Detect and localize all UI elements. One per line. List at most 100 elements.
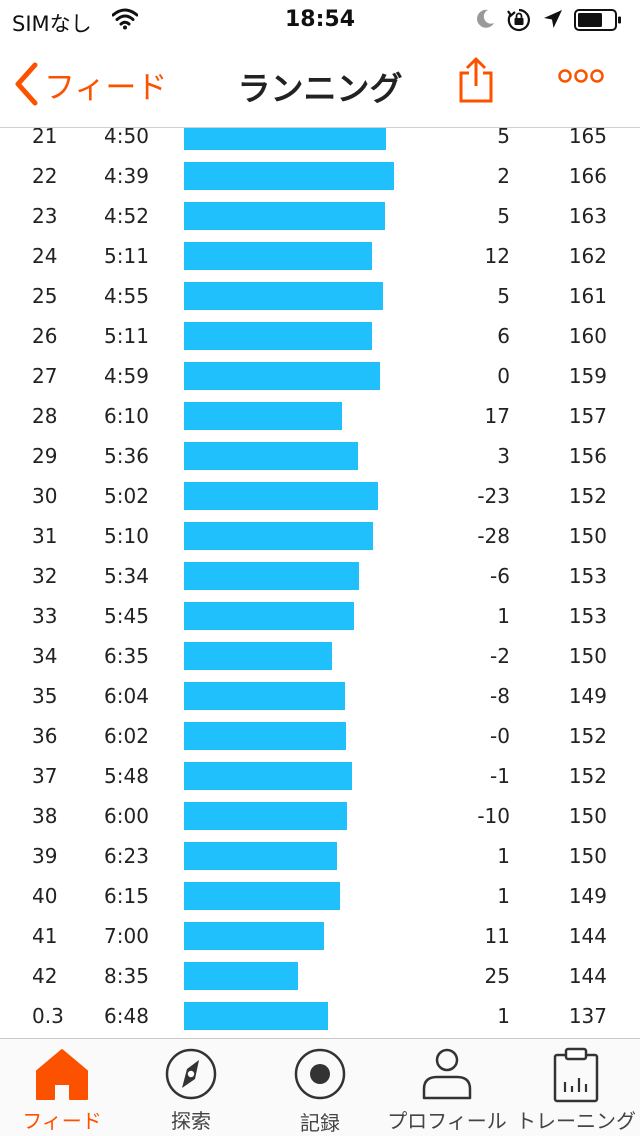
split-row: 29 5:36 3 156	[0, 436, 640, 476]
split-pace-bar	[184, 128, 386, 150]
split-heart-rate: 149	[568, 684, 607, 708]
tab-feed-label: フィード	[22, 1109, 102, 1133]
split-row: 24 5:11 12 162	[0, 236, 640, 276]
split-km: 31	[32, 524, 58, 548]
split-pace: 5:34	[104, 564, 149, 588]
split-row: 34 6:35 -2 150	[0, 636, 640, 676]
split-km: 37	[32, 764, 58, 788]
split-km: 23	[32, 204, 58, 228]
split-elevation: -8	[490, 684, 510, 708]
wifi-icon	[112, 8, 138, 30]
split-elevation: -0	[490, 724, 510, 748]
split-elevation: 0	[497, 364, 510, 388]
split-km: 27	[32, 364, 58, 388]
split-pace-bar	[184, 762, 352, 790]
split-pace-bar	[184, 642, 332, 670]
training-clipboard-icon	[553, 1047, 599, 1103]
tab-training[interactable]: トレーニング	[512, 1039, 640, 1136]
split-heart-rate: 150	[568, 844, 607, 868]
navigation-bar: フィード ランニング	[0, 40, 640, 128]
split-pace: 6:02	[104, 724, 149, 748]
split-km: 22	[32, 164, 58, 188]
split-row: 33 5:45 1 153	[0, 596, 640, 636]
split-heart-rate: 161	[568, 284, 607, 308]
split-row: 28 6:10 17 157	[0, 396, 640, 436]
split-heart-rate: 152	[568, 724, 607, 748]
split-pace: 8:35	[104, 964, 149, 988]
split-pace-bar	[184, 842, 337, 870]
split-pace-bar	[184, 962, 298, 990]
split-km: 26	[32, 324, 58, 348]
status-bar: SIMなし 18:54	[0, 0, 640, 40]
split-km: 40	[32, 884, 58, 908]
split-elevation: 5	[497, 128, 510, 148]
splits-list[interactable]: 21 4:50 5 165 22 4:39 2 166 23 4:52 5 163 24 5:11 12 16…	[0, 128, 640, 1038]
tab-profile[interactable]: プロフィール	[382, 1039, 512, 1136]
split-heart-rate: 163	[568, 204, 607, 228]
split-pace: 5:48	[104, 764, 149, 788]
split-pace-bar	[184, 802, 347, 830]
tab-feed[interactable]: フィード	[0, 1039, 124, 1136]
split-row: 23 4:52 5 163	[0, 196, 640, 236]
split-row: 40 6:15 1 149	[0, 876, 640, 916]
split-pace-bar	[184, 1002, 328, 1030]
split-pace: 4:52	[104, 204, 149, 228]
tab-explore-label: 探索	[171, 1109, 211, 1133]
split-row: 31 5:10 -28 150	[0, 516, 640, 556]
tab-bar: フィード 探索 記録 プロフィール トレーニング	[0, 1038, 640, 1136]
split-pace-bar	[184, 402, 342, 430]
home-icon	[36, 1049, 88, 1100]
split-km: 30	[32, 484, 58, 508]
more-options-icon[interactable]	[558, 68, 604, 84]
location-arrow-icon	[544, 10, 562, 28]
split-heart-rate: 150	[568, 804, 607, 828]
split-heart-rate: 166	[568, 164, 607, 188]
split-row: 30 5:02 -23 152	[0, 476, 640, 516]
split-row: 25 4:55 5 161	[0, 276, 640, 316]
split-km: 36	[32, 724, 58, 748]
split-pace: 5:11	[104, 244, 149, 268]
split-elevation: -28	[477, 524, 510, 548]
split-pace: 4:59	[104, 364, 149, 388]
record-icon	[294, 1048, 346, 1100]
split-heart-rate: 162	[568, 244, 607, 268]
split-heart-rate: 153	[568, 604, 607, 628]
split-heart-rate: 153	[568, 564, 607, 588]
split-pace-bar	[184, 722, 346, 750]
split-pace-bar	[184, 482, 378, 510]
split-km: 42	[32, 964, 58, 988]
split-row: 27 4:59 0 159	[0, 356, 640, 396]
back-button[interactable]: フィード	[14, 62, 167, 106]
split-elevation: 2	[497, 164, 510, 188]
tab-explore[interactable]: 探索	[124, 1039, 258, 1136]
tab-record[interactable]: 記録	[258, 1039, 382, 1136]
split-km: 41	[32, 924, 58, 948]
split-heart-rate: 144	[568, 964, 607, 988]
split-heart-rate: 152	[568, 764, 607, 788]
split-pace-bar	[184, 442, 358, 470]
split-heart-rate: 165	[568, 128, 607, 148]
split-elevation: 1	[497, 844, 510, 868]
split-km: 34	[32, 644, 58, 668]
split-row: 26 5:11 6 160	[0, 316, 640, 356]
split-elevation: -1	[490, 764, 510, 788]
split-pace-bar	[184, 522, 373, 550]
split-pace-bar	[184, 202, 385, 230]
share-icon[interactable]	[456, 56, 496, 104]
split-elevation: 12	[484, 244, 510, 268]
tab-record-label: 記録	[300, 1111, 340, 1135]
split-row: 21 4:50 5 165	[0, 128, 640, 156]
split-elevation: 1	[497, 1004, 510, 1028]
split-elevation: -2	[490, 644, 510, 668]
split-heart-rate: 160	[568, 324, 607, 348]
split-pace: 5:45	[104, 604, 149, 628]
split-pace: 5:36	[104, 444, 149, 468]
split-heart-rate: 150	[568, 644, 607, 668]
split-elevation: -6	[490, 564, 510, 588]
rotation-lock-icon	[507, 8, 530, 32]
split-heart-rate: 150	[568, 524, 607, 548]
split-km: 29	[32, 444, 58, 468]
chevron-left-icon	[15, 62, 38, 106]
split-row: 37 5:48 -1 152	[0, 756, 640, 796]
split-pace-bar	[184, 362, 380, 390]
